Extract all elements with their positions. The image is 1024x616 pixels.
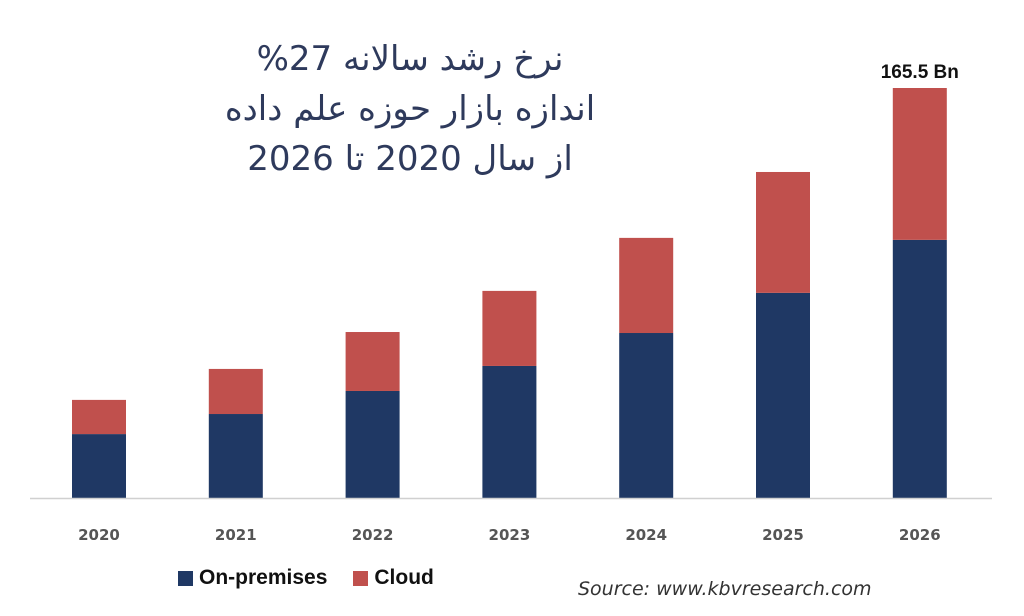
bar-cloud-2024 — [619, 237, 674, 334]
bar-cloud-2025 — [756, 171, 810, 293]
source-note: Source: www.kbvresearch.com — [578, 578, 872, 600]
legend-swatch-on-premises — [178, 570, 193, 586]
x-tick-label: 2021 — [215, 526, 257, 544]
bar-on-premises-2022 — [345, 390, 400, 498]
title-line-2: اندازه بازار حوزه علم داده — [224, 89, 596, 129]
bar-on-premises-2021 — [208, 414, 263, 498]
bar-cloud-2026 — [892, 88, 947, 240]
bar-cloud-2020 — [72, 399, 126, 435]
x-tick-label: 2026 — [899, 526, 941, 544]
legend-label: Cloud — [374, 566, 434, 589]
legend-swatch-cloud — [353, 570, 369, 586]
legend: On-premises Cloud — [178, 566, 434, 590]
bar-on-premises-2026 — [892, 239, 947, 498]
x-tick-label: 2022 — [352, 526, 394, 544]
x-tick-label: 2024 — [625, 526, 667, 544]
bar-on-premises-2020 — [72, 434, 126, 498]
x-tick-label: 2025 — [762, 526, 804, 544]
legend-label: On-premises — [199, 566, 328, 589]
bar-on-premises-2024 — [619, 333, 674, 498]
title-line-3: از سال 2020 تا 2026 — [247, 139, 573, 179]
bar-cloud-2021 — [208, 368, 263, 415]
x-tick-label: 2023 — [489, 526, 531, 544]
bar-on-premises-2023 — [482, 365, 537, 498]
bar-cloud-2022 — [345, 332, 400, 391]
chart-title: نرخ رشد سالانه 27% اندازه بازار حوزه علم… — [200, 34, 620, 184]
data-label: 165.5 Bn — [881, 62, 959, 83]
bar-on-premises-2025 — [756, 292, 810, 498]
bar-cloud-2023 — [482, 290, 537, 366]
title-line-1: نرخ رشد سالانه 27% — [256, 39, 564, 79]
legend-item-cloud: Cloud — [353, 566, 434, 590]
x-tick-label: 2020 — [78, 526, 120, 544]
legend-item-on-premises: On-premises — [178, 566, 327, 590]
